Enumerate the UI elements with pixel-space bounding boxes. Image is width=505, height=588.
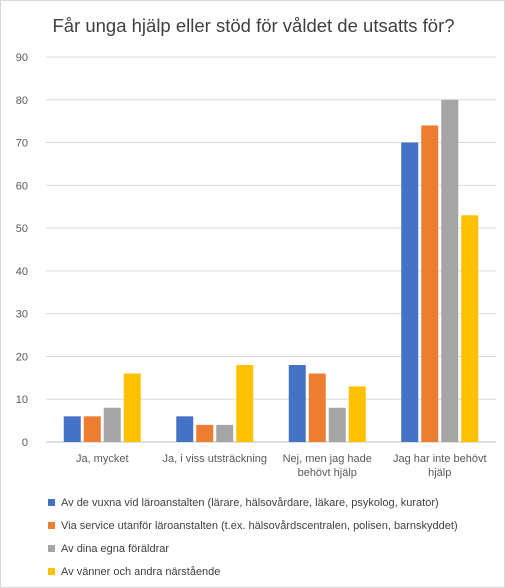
y-tick-label: 60 (16, 180, 28, 192)
x-category-label: behövt hjälp (298, 467, 357, 479)
bar (441, 99, 459, 443)
bar (196, 424, 214, 442)
y-tick-label: 40 (16, 266, 28, 278)
bar (123, 373, 141, 442)
legend-item: Av vänner och andra närstående (48, 560, 498, 583)
x-category-label: Ja, mycket (76, 453, 129, 465)
legend-item: Via service utanför läroanstalten (t.ex.… (48, 514, 498, 537)
bar (103, 407, 121, 442)
legend-label: Av de vuxna vid läroanstalten (lärare, h… (61, 496, 439, 509)
bar (83, 416, 101, 442)
y-tick-label: 0 (22, 437, 28, 449)
bar (348, 386, 366, 442)
legend-swatch (48, 568, 55, 575)
x-category-label: Ja, i viss utsträckning (162, 453, 267, 465)
chart-title: Får unga hjälp eller stöd för våldet de … (52, 15, 455, 36)
legend-label: Av vänner och andra närstående (61, 565, 221, 578)
legend-label: Av dina egna föräldrar (61, 542, 170, 555)
legend-swatch (48, 545, 55, 552)
y-tick-label: 50 (16, 223, 28, 235)
legend-swatch (48, 522, 55, 529)
bar (176, 416, 194, 442)
y-tick-label: 80 (16, 95, 28, 107)
y-tick-label: 30 (16, 309, 28, 321)
bar (216, 424, 234, 442)
legend-swatch (48, 499, 55, 506)
y-tick-label: 10 (16, 394, 28, 406)
y-tick-label: 90 (16, 52, 28, 64)
bar (288, 365, 306, 442)
legend-item: Av de vuxna vid läroanstalten (lärare, h… (48, 491, 498, 514)
bar (328, 407, 346, 442)
y-tick-label: 20 (16, 351, 28, 363)
bar-chart-plot: 0 10 20 30 40 50 60 70 80 90 Ja, mycket Ja, i viss … (16, 52, 496, 479)
bar (308, 373, 326, 442)
bar (461, 215, 479, 442)
bar (236, 365, 254, 442)
legend: Av de vuxna vid läroanstalten (lärare, h… (48, 491, 498, 583)
y-tick-label: 70 (16, 138, 28, 150)
bar (63, 416, 81, 442)
legend-label: Via service utanför läroanstalten (t.ex.… (61, 519, 458, 532)
legend-item: Av dina egna föräldrar (48, 537, 498, 560)
bar (421, 125, 439, 442)
x-category-label: Nej, men jag hade (283, 453, 372, 465)
bar (401, 142, 419, 443)
x-category-label: hjälp (428, 467, 451, 479)
x-category-label: Jag har inte behövt (393, 453, 487, 465)
